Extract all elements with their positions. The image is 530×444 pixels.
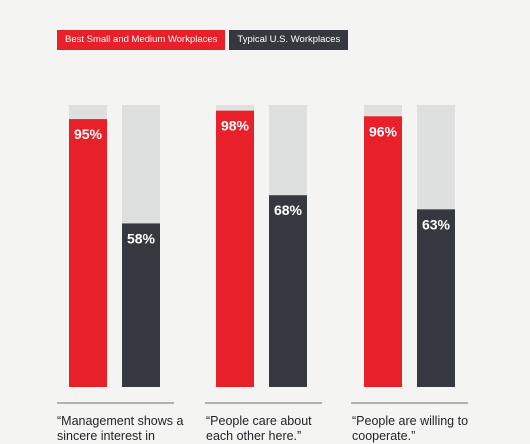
bar-best-1 (69, 119, 107, 387)
category-label-cooperate: “People are willing to cooperate.” (352, 414, 469, 443)
bar-value-label: 98% (221, 118, 250, 134)
bar-typical-1 (122, 223, 160, 387)
category-label-people-care: “People care about each other here.” (206, 414, 312, 443)
category-label-management: “Management shows a sincere interest in (57, 414, 184, 443)
bar-value-label: 58% (127, 230, 156, 246)
bar-best-3 (364, 116, 402, 387)
bar-value-label: 95% (74, 126, 103, 142)
bar-typical-2 (269, 195, 307, 387)
bar-best-2 (216, 110, 254, 387)
bar-value-label: 68% (274, 202, 303, 218)
bar-value-label: 96% (369, 123, 398, 139)
legend-item-typical-workplaces: Typical U.S. Workplaces (229, 30, 349, 50)
chart-legend: Best Small and Medium Workplaces Typical… (57, 30, 349, 50)
bar-typical-3 (417, 209, 455, 387)
legend-item-best-workplaces: Best Small and Medium Workplaces (57, 30, 226, 50)
bar-value-label: 63% (422, 216, 451, 232)
